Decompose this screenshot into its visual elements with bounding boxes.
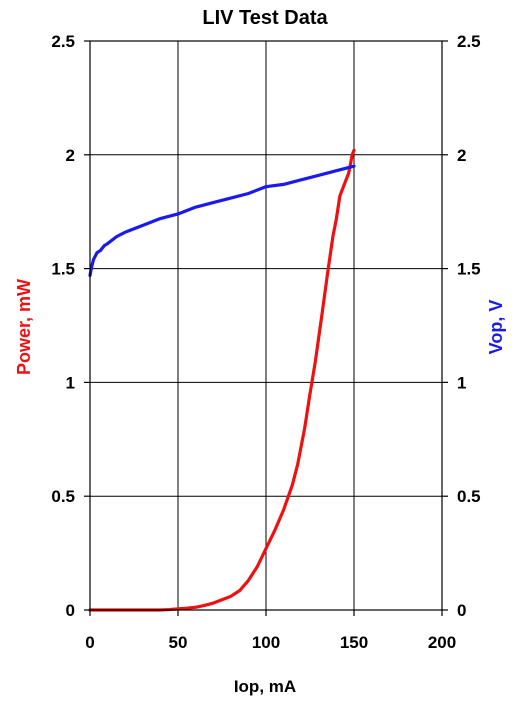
series-layer [88, 148, 356, 612]
power-curve [88, 148, 356, 612]
y-left-tick-label: 2 [66, 146, 75, 165]
y-right-tick-label: 0.5 [457, 487, 481, 506]
y-left-tick-label: 1 [66, 373, 75, 392]
voltage-curve [88, 164, 356, 278]
y-right-tick-label: 0 [457, 601, 466, 620]
y-left-tick-label: 0.5 [51, 487, 75, 506]
y-right-tick-label: 2 [457, 146, 466, 165]
y-left-tick-label: 2.5 [51, 32, 75, 51]
chart-title: LIV Test Data [202, 7, 328, 29]
y-right-tick-label: 2.5 [457, 32, 481, 51]
y-axis-label-left: Power, mW [14, 279, 34, 375]
x-tick-label: 100 [252, 633, 280, 652]
x-tick-label: 50 [169, 633, 188, 652]
grid [90, 41, 442, 610]
y-left-tick-label: 0 [66, 601, 75, 620]
y-axis-label-right: Vop, V [486, 300, 506, 355]
x-tick-label: 150 [340, 633, 368, 652]
x-tick-label: 0 [85, 633, 94, 652]
y-left-tick-label: 1.5 [51, 260, 75, 279]
x-axis-label: Iop, mA [234, 677, 296, 696]
x-tick-label: 200 [428, 633, 456, 652]
y-right-tick-label: 1.5 [457, 260, 481, 279]
y-right-tick-label: 1 [457, 373, 466, 392]
